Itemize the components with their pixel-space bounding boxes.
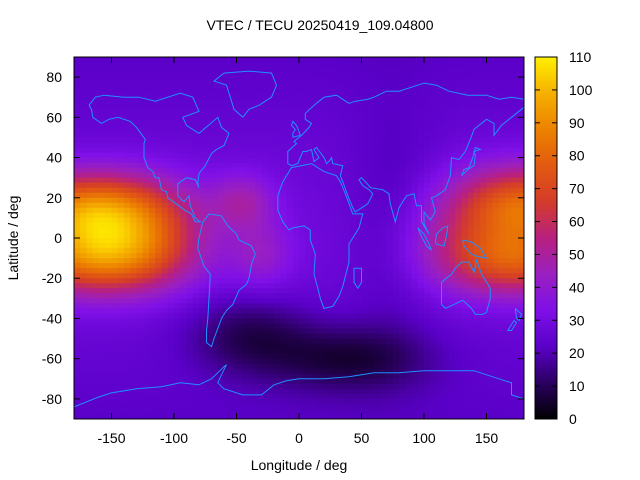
x-tick-label: -100: [160, 430, 188, 446]
y-tick-label: -20: [42, 270, 62, 286]
y-tick-label: 60: [46, 109, 62, 125]
coastline-new-zealand-north: [514, 308, 523, 322]
colorbar: [534, 56, 558, 420]
y-tick-label: 80: [46, 69, 62, 85]
coastline-north-america: [88, 92, 230, 223]
colorbar-tick-label: 10: [569, 378, 585, 394]
y-tick-label: 40: [46, 150, 62, 166]
coastline-madagascar: [353, 267, 362, 290]
colorbar-tick-label: 90: [569, 115, 585, 131]
coastline-africa: [277, 163, 364, 309]
colorbar-tick-label: 20: [569, 345, 585, 361]
y-tick-label: 0: [54, 230, 62, 246]
colorbar-tick-label: 110: [569, 49, 592, 65]
coastline-overlay: [74, 70, 524, 408]
coastline-eurasia: [287, 82, 524, 235]
x-tick-label: 50: [354, 430, 370, 446]
coastline-australia: [441, 258, 491, 315]
x-tick-label: 100: [412, 430, 436, 446]
coastline-great-britain: [290, 120, 301, 138]
coastline-antarctica: [74, 364, 524, 408]
colorbar-tick-label: 50: [569, 246, 585, 262]
coastline-borneo: [434, 225, 449, 247]
y-tick-label: -80: [42, 391, 62, 407]
y-axis: 80 60 40 20 0 -20 -40 -60 -80: [42, 69, 524, 407]
colorbar-tick-label: 40: [569, 279, 585, 295]
x-axis: -150 -100 -50 0 50 100 150: [97, 57, 498, 446]
coastline-new-guinea: [462, 239, 488, 259]
colorbar-tick-label: 30: [569, 312, 585, 328]
x-tick-label: 150: [475, 430, 499, 446]
y-tick-label: -60: [42, 351, 62, 367]
chart-title: VTEC / TECU 20250419_109.04800: [206, 17, 434, 33]
coastline-south-america: [197, 213, 256, 348]
colorbar-tick-label: 70: [569, 181, 585, 197]
y-tick-label: 20: [46, 190, 62, 206]
coastline-japan: [461, 146, 482, 177]
vtec-heatmap: [74, 57, 524, 419]
y-tick-label: -40: [42, 310, 62, 326]
coastline-new-zealand-south: [506, 320, 518, 331]
colorbar-tick-label: 60: [569, 214, 585, 230]
colorbar-tick-label: 80: [569, 148, 585, 164]
x-tick-label: 0: [295, 430, 303, 446]
x-tick-label: -150: [97, 430, 125, 446]
colorbar-tick-label: 100: [569, 82, 593, 98]
coastline-sumatra: [417, 227, 432, 251]
x-tick-label: -50: [226, 430, 246, 446]
coastline-greenland: [212, 70, 278, 118]
x-axis-label: Longitude / deg: [250, 457, 348, 473]
colorbar-tick-label: 0: [569, 411, 577, 427]
